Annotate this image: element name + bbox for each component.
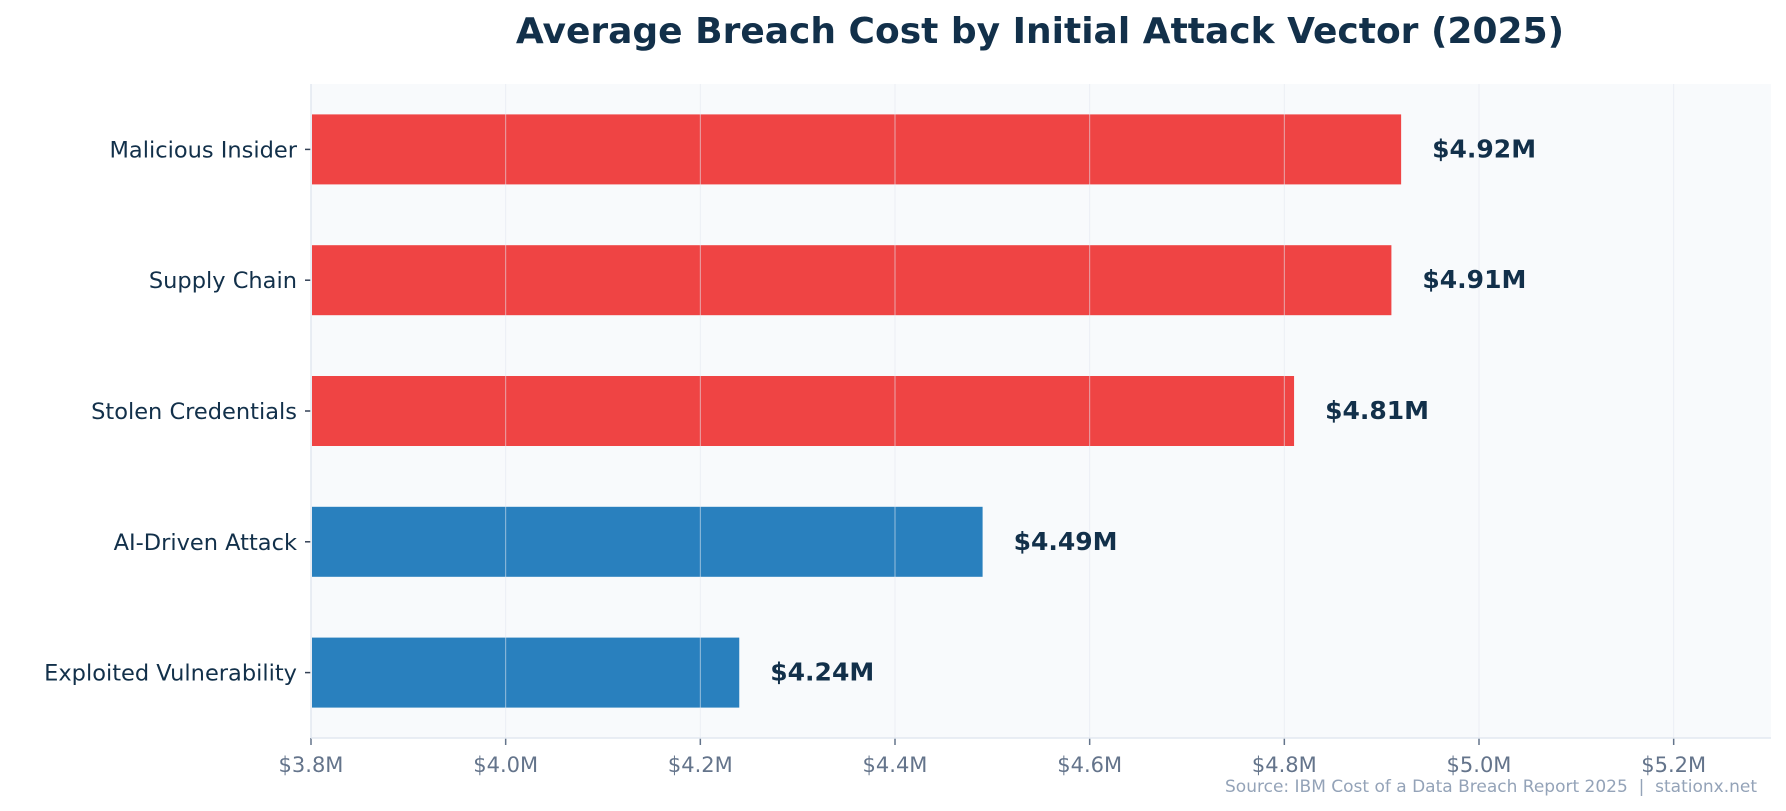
source-note: Source: IBM Cost of a Data Breach Report… — [1225, 777, 1757, 797]
category-label: AI-Driven Attack — [114, 530, 297, 556]
bar — [312, 637, 740, 708]
bar — [312, 245, 1392, 316]
bar — [312, 506, 983, 577]
x-tick-label: $4.4M — [863, 753, 928, 777]
x-tick-label: $3.8M — [279, 753, 344, 777]
value-label: $4.49M — [1014, 527, 1118, 556]
bar — [312, 114, 1402, 185]
value-label: $4.24M — [770, 658, 874, 687]
value-label: $4.91M — [1422, 265, 1526, 294]
value-label: $4.92M — [1432, 134, 1536, 163]
x-tick-label: $4.6M — [1057, 753, 1122, 777]
bar — [312, 376, 1295, 446]
x-tick-label: $4.2M — [668, 753, 733, 777]
x-tick-label: $5.2M — [1641, 753, 1706, 777]
category-label: Malicious Insider — [110, 137, 298, 163]
chart-title: Average Breach Cost by Initial Attack Ve… — [516, 11, 1564, 52]
category-label: Supply Chain — [149, 268, 297, 294]
x-tick-label: $4.8M — [1252, 753, 1317, 777]
category-label: Stolen Credentials — [91, 399, 297, 425]
value-label: $4.81M — [1325, 396, 1429, 425]
x-tick-label: $5.0M — [1447, 753, 1512, 777]
category-label: Exploited Vulnerability — [44, 661, 297, 687]
x-tick-label: $4.0M — [473, 753, 538, 777]
